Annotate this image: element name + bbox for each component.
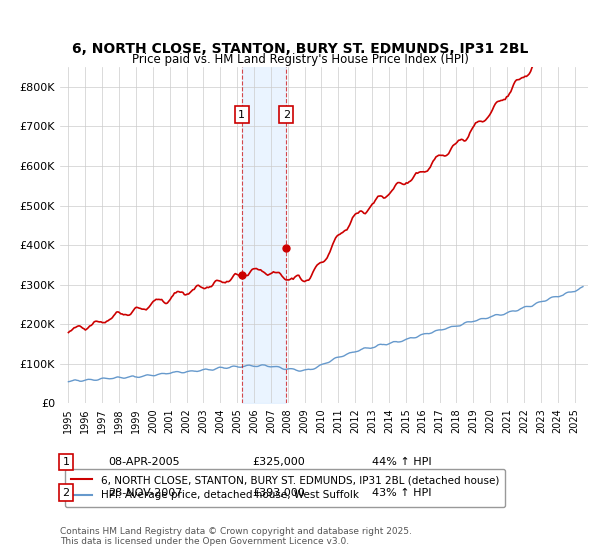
Text: 6, NORTH CLOSE, STANTON, BURY ST. EDMUNDS, IP31 2BL: 6, NORTH CLOSE, STANTON, BURY ST. EDMUND… (72, 42, 528, 56)
Text: 44% ↑ HPI: 44% ↑ HPI (372, 457, 431, 467)
Text: £325,000: £325,000 (252, 457, 305, 467)
Legend: 6, NORTH CLOSE, STANTON, BURY ST. EDMUNDS, IP31 2BL (detached house), HPI: Avera: 6, NORTH CLOSE, STANTON, BURY ST. EDMUND… (65, 469, 505, 507)
Text: 2: 2 (62, 488, 70, 498)
Text: 43% ↑ HPI: 43% ↑ HPI (372, 488, 431, 498)
Text: 08-APR-2005: 08-APR-2005 (108, 457, 179, 467)
Text: 2: 2 (283, 110, 290, 120)
Text: 1: 1 (62, 457, 70, 467)
Text: £393,000: £393,000 (252, 488, 305, 498)
Text: 28-NOV-2007: 28-NOV-2007 (108, 488, 182, 498)
Text: Contains HM Land Registry data © Crown copyright and database right 2025.
This d: Contains HM Land Registry data © Crown c… (60, 526, 412, 546)
Text: Price paid vs. HM Land Registry's House Price Index (HPI): Price paid vs. HM Land Registry's House … (131, 53, 469, 66)
Text: 1: 1 (238, 110, 245, 120)
